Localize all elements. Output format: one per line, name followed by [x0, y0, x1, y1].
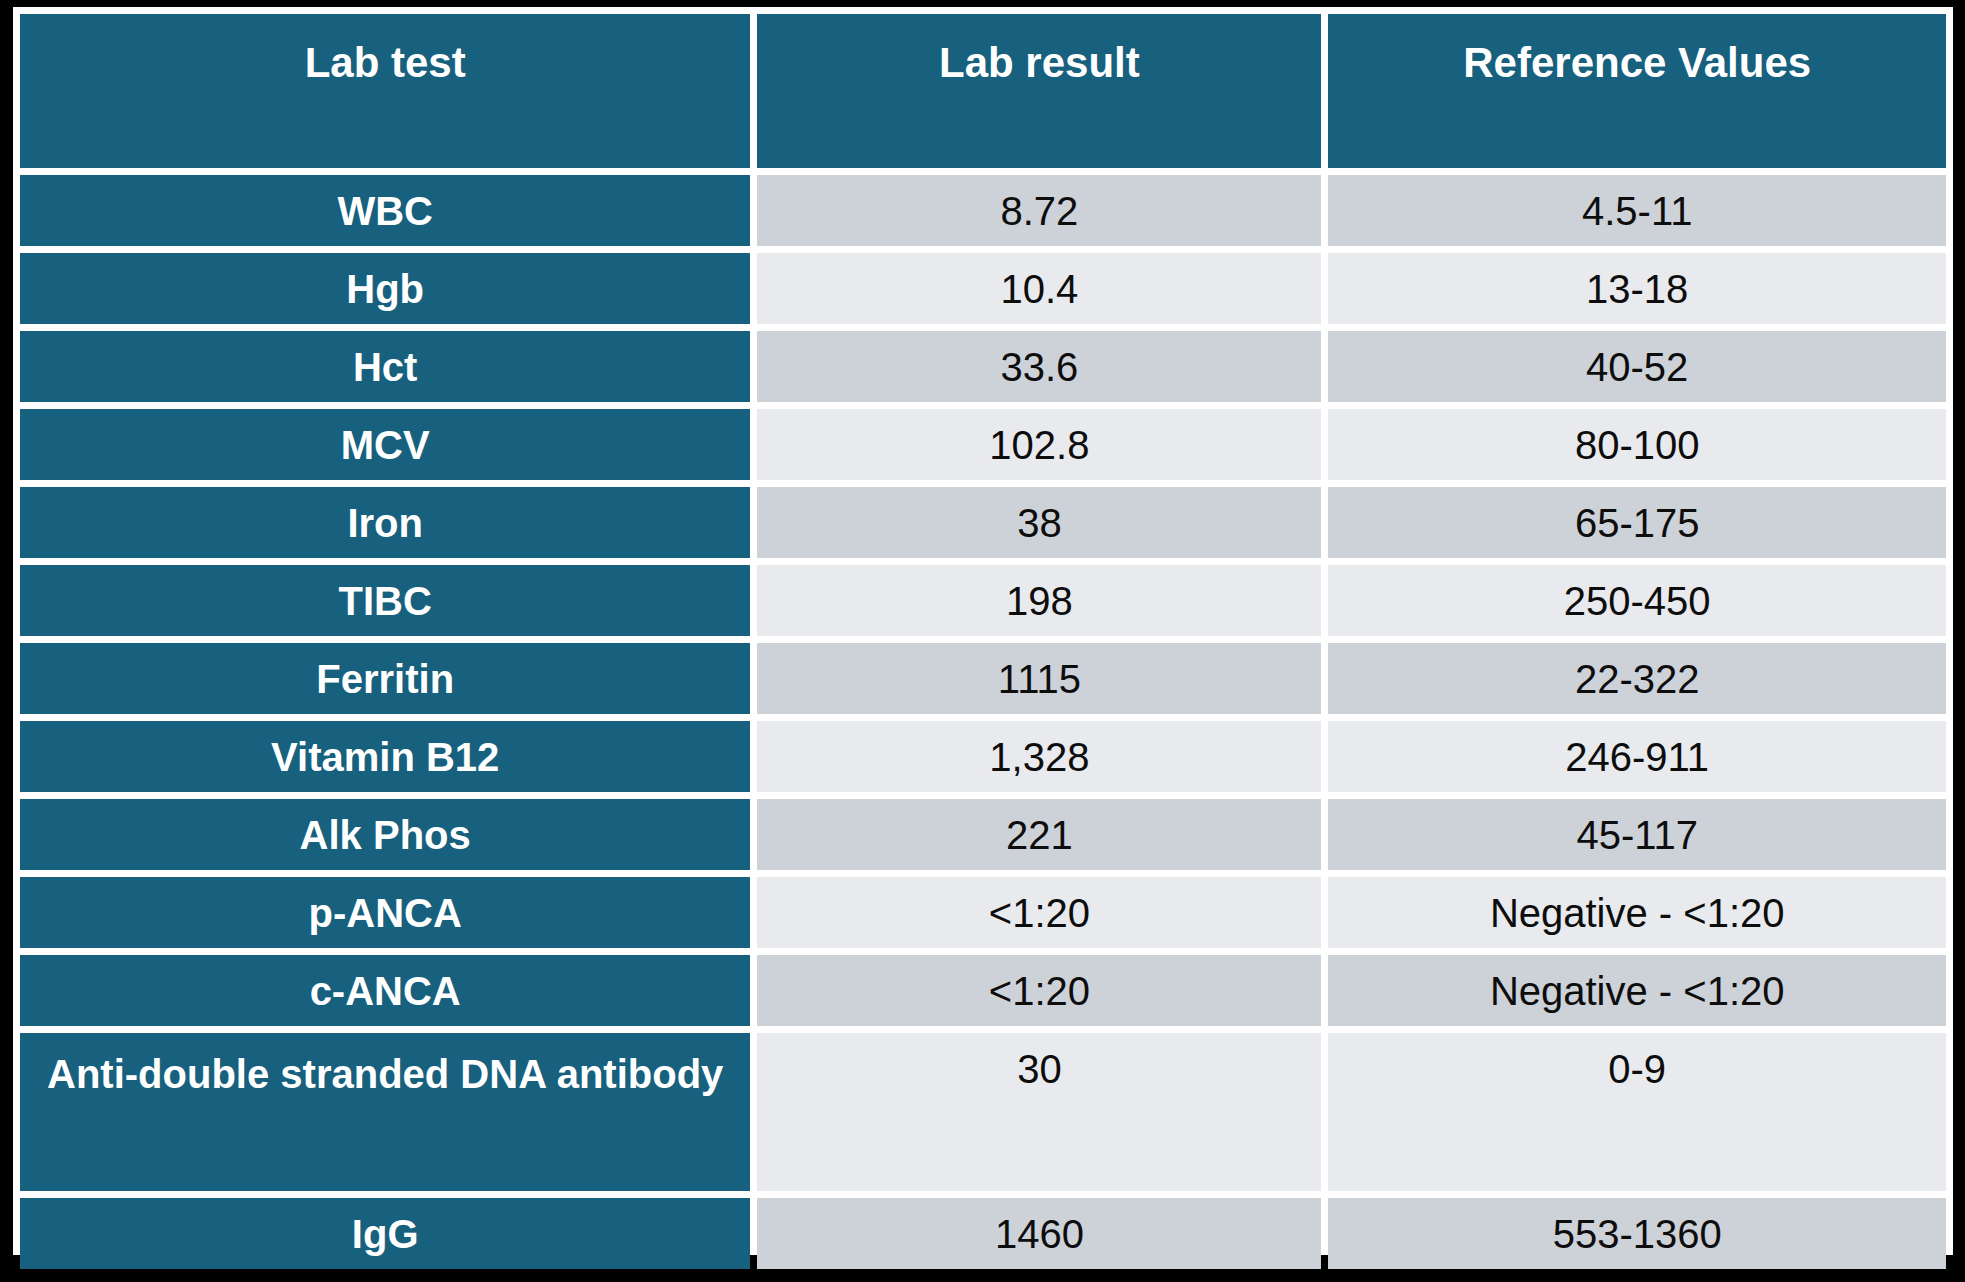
reference-values-cell: 65-175: [1328, 487, 1946, 558]
lab-test-cell: WBC: [20, 175, 750, 246]
lab-result-cell: 198: [757, 565, 1321, 636]
reference-values-cell: 45-117: [1328, 799, 1946, 870]
table-row-p-anca: p-ANCA <1:20 Negative - <1:20: [20, 877, 1946, 948]
table-row-hct: Hct 33.6 40-52: [20, 331, 1946, 402]
lab-results-table: Lab test Lab result Reference Values WBC…: [13, 7, 1953, 1276]
lab-result-cell: 1115: [757, 643, 1321, 714]
column-header-reference-values: Reference Values: [1328, 14, 1946, 168]
lab-result-cell: 8.72: [757, 175, 1321, 246]
lab-result-cell: 221: [757, 799, 1321, 870]
lab-result-cell: <1:20: [757, 877, 1321, 948]
lab-test-cell: Vitamin B12: [20, 721, 750, 792]
table-row-mcv: MCV 102.8 80-100: [20, 409, 1946, 480]
lab-test-cell: Ferritin: [20, 643, 750, 714]
reference-values-cell: 553-1360: [1328, 1198, 1946, 1269]
lab-test-cell: Iron: [20, 487, 750, 558]
table-row-c-anca: c-ANCA <1:20 Negative - <1:20: [20, 955, 1946, 1026]
reference-values-cell: Negative - <1:20: [1328, 877, 1946, 948]
lab-test-cell: Hct: [20, 331, 750, 402]
column-header-lab-test: Lab test: [20, 14, 750, 168]
reference-values-cell: 250-450: [1328, 565, 1946, 636]
reference-values-cell: 22-322: [1328, 643, 1946, 714]
lab-result-cell: 1,328: [757, 721, 1321, 792]
lab-test-cell: p-ANCA: [20, 877, 750, 948]
lab-test-cell: c-ANCA: [20, 955, 750, 1026]
reference-values-cell: 40-52: [1328, 331, 1946, 402]
lab-result-cell: 1460: [757, 1198, 1321, 1269]
table-row-vitamin-b12: Vitamin B12 1,328 246-911: [20, 721, 1946, 792]
reference-values-cell: 246-911: [1328, 721, 1946, 792]
reference-values-cell: Negative - <1:20: [1328, 955, 1946, 1026]
lab-test-cell: IgG: [20, 1198, 750, 1269]
reference-values-cell: 4.5-11: [1328, 175, 1946, 246]
column-header-lab-result: Lab result: [757, 14, 1321, 168]
table-header: Lab test Lab result Reference Values: [20, 14, 1946, 168]
lab-test-cell: MCV: [20, 409, 750, 480]
lab-test-cell: TIBC: [20, 565, 750, 636]
lab-test-cell: Hgb: [20, 253, 750, 324]
lab-results-table-frame: Lab test Lab result Reference Values WBC…: [13, 7, 1953, 1255]
lab-test-cell: Alk Phos: [20, 799, 750, 870]
table-row-iron: Iron 38 65-175: [20, 487, 1946, 558]
table-body: WBC 8.72 4.5-11 Hgb 10.4 13-18 Hct 33.6 …: [20, 175, 1946, 1269]
table-row-ferritin: Ferritin 1115 22-322: [20, 643, 1946, 714]
header-row: Lab test Lab result Reference Values: [20, 14, 1946, 168]
reference-values-cell: 13-18: [1328, 253, 1946, 324]
table-row-igg: IgG 1460 553-1360: [20, 1198, 1946, 1269]
table-row-anti-dsdna-antibody: Anti-double stranded DNA antibody 30 0-9: [20, 1033, 1946, 1191]
lab-result-cell: 33.6: [757, 331, 1321, 402]
lab-test-cell: Anti-double stranded DNA antibody: [20, 1033, 750, 1191]
reference-values-cell: 80-100: [1328, 409, 1946, 480]
lab-result-cell: 10.4: [757, 253, 1321, 324]
lab-result-cell: 38: [757, 487, 1321, 558]
table-row-wbc: WBC 8.72 4.5-11: [20, 175, 1946, 246]
table-row-hgb: Hgb 10.4 13-18: [20, 253, 1946, 324]
table-row-alk-phos: Alk Phos 221 45-117: [20, 799, 1946, 870]
table-row-tibc: TIBC 198 250-450: [20, 565, 1946, 636]
lab-result-cell: 102.8: [757, 409, 1321, 480]
reference-values-cell: 0-9: [1328, 1033, 1946, 1191]
lab-result-cell: <1:20: [757, 955, 1321, 1026]
lab-result-cell: 30: [757, 1033, 1321, 1191]
